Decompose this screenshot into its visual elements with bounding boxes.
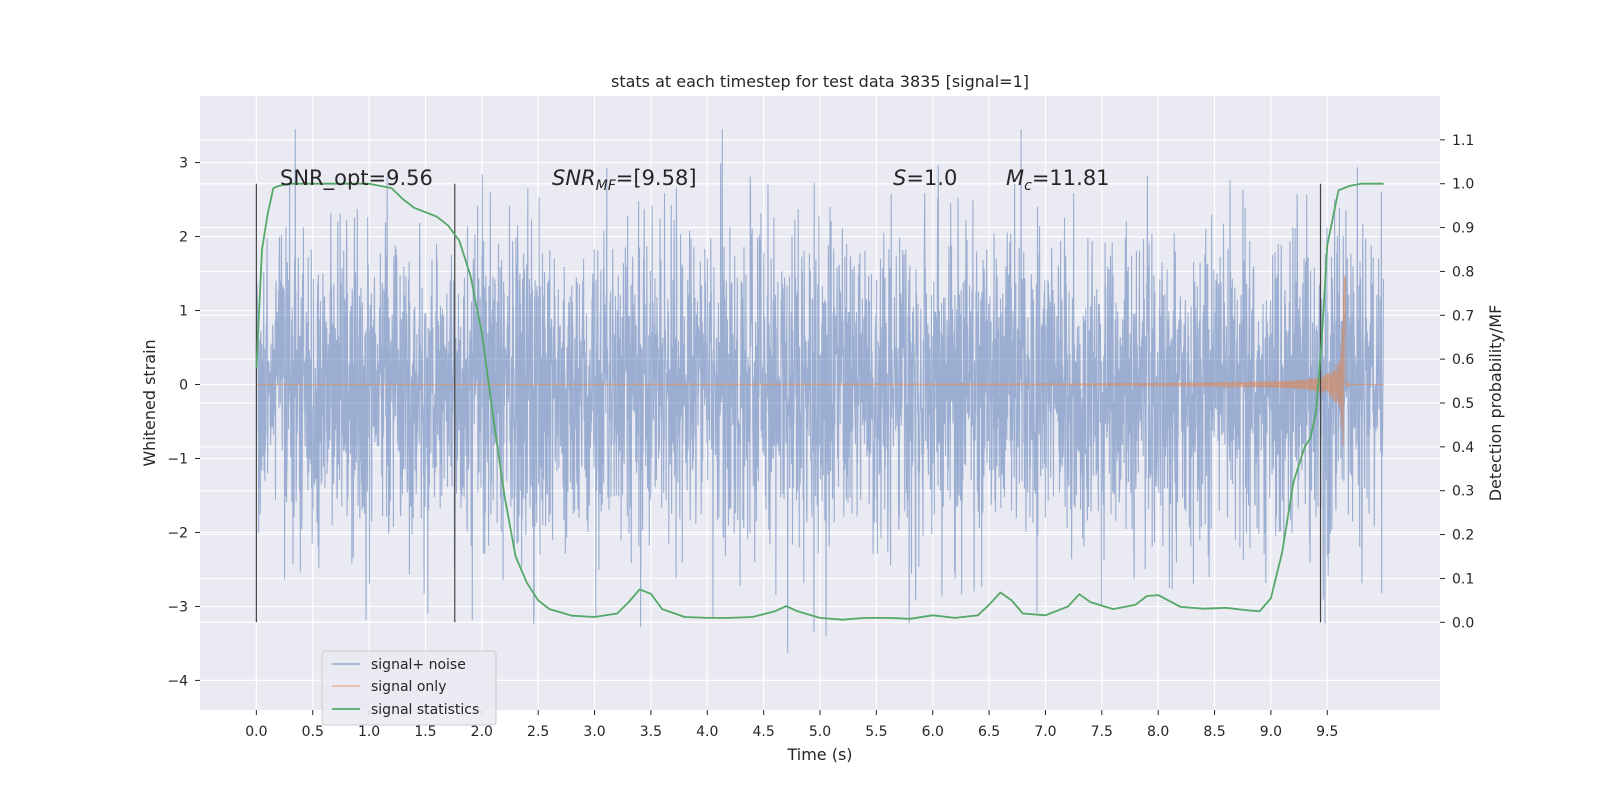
x-tick-label: 8.5 — [1203, 724, 1225, 740]
annotation-mc-sub: c — [1024, 178, 1032, 194]
annotation-s-value: =1.0 — [906, 166, 957, 190]
y-tick-label: −4 — [167, 673, 188, 689]
x-tick-label: 7.0 — [1034, 724, 1056, 740]
x-tick-label: 6.5 — [978, 724, 1000, 740]
legend-label-signal-noise: signal+ noise — [371, 657, 466, 673]
x-axis: 0.0 0.5 1.0 1.5 2.0 2.5 3.0 3.5 4.0 4.5 5.0 5.5 6.0 6… — [245, 710, 1338, 740]
x-tick-label: 6.0 — [922, 724, 944, 740]
legend-label-signal-statistics: signal statistics — [371, 702, 479, 718]
x-tick-label: 9.5 — [1316, 724, 1338, 740]
annotation-s-symbol: S — [893, 166, 906, 190]
x-tick-label: 3.5 — [640, 724, 662, 740]
y2-tick-label: 0.8 — [1452, 264, 1474, 280]
signal-noise-line — [255, 129, 1385, 653]
series-signal-only — [256, 276, 1384, 447]
y-tick-label: −1 — [167, 451, 188, 467]
y-tick-label: −3 — [167, 599, 188, 615]
x-tick-label: 4.0 — [696, 724, 718, 740]
x-tick-label: 4.5 — [753, 724, 775, 740]
y2-tick-label: 0.7 — [1452, 308, 1474, 324]
y2-tick-label: 0.1 — [1452, 571, 1474, 587]
annotation-mc-symbol: M — [1006, 166, 1024, 190]
y2-tick-label: 0.9 — [1452, 221, 1474, 237]
vertical-markers — [255, 183, 1322, 623]
x-tick-label: 8.0 — [1147, 724, 1169, 740]
x-axis-label: Time (s) — [786, 745, 852, 764]
annotation-snr-mf-value: =[9.58] — [616, 166, 697, 190]
y2-tick-label: 0.4 — [1452, 440, 1474, 456]
x-tick-label: 7.5 — [1091, 724, 1113, 740]
annotation-snr-mf-sub: MF — [596, 178, 617, 194]
x-tick-label: 2.0 — [471, 724, 493, 740]
chart-title: stats at each timestep for test data 383… — [611, 72, 1029, 91]
signal-only-line — [256, 276, 1384, 447]
x-tick-label: 5.5 — [865, 724, 887, 740]
x-tick-label: 9.0 — [1260, 724, 1282, 740]
series-signal-noise — [255, 129, 1385, 653]
series-signal-statistics — [255, 182, 1384, 621]
x-tick-label: 2.5 — [527, 724, 549, 740]
y2-tick-label: 0.0 — [1452, 615, 1474, 631]
annotation-mc: Mc=11.81 — [1006, 166, 1110, 194]
x-tick-label: 3.0 — [583, 724, 605, 740]
plot-area — [255, 129, 1385, 653]
x-tick-label: 1.5 — [414, 724, 436, 740]
signal-statistics-line — [255, 182, 1384, 621]
legend: signal+ noise signal only signal statist… — [321, 650, 497, 726]
y2-tick-label: 0.2 — [1452, 528, 1474, 544]
y2-tick-label: 1.1 — [1452, 133, 1474, 149]
x-tick-label: 0.5 — [302, 724, 324, 740]
y2-tick-label: 0.5 — [1452, 396, 1474, 412]
y-tick-label: 0 — [179, 378, 188, 394]
legend-box — [321, 650, 497, 726]
annotation-snr-mf: SNRMF=[9.58] — [552, 166, 697, 194]
y-axis-label: Whitened strain — [140, 339, 159, 466]
y2-tick-label: 0.6 — [1452, 352, 1474, 368]
y2-tick-label: 1.0 — [1452, 177, 1474, 193]
x-tick-label: 0.0 — [245, 724, 267, 740]
right-axis: 0.0 0.1 0.2 0.3 0.4 0.5 0.6 0.7 0.8 0.9 1.0 1.1 — [1440, 133, 1474, 631]
y-tick-label: 3 — [179, 156, 188, 172]
annotation-mc-value: =11.81 — [1032, 166, 1110, 190]
annotation-snr-mf-base: SNR — [552, 166, 596, 190]
x-tick-label: 1.0 — [358, 724, 380, 740]
y-tick-label: −2 — [167, 525, 188, 541]
left-axis: −4 −3 −2 −1 0 1 2 3 — [167, 156, 200, 689]
annotation-snr-opt: SNR_opt=9.56 — [280, 166, 433, 191]
legend-label-signal-only: signal only — [371, 679, 446, 695]
y2-axis-label: Detection probability/MF — [1486, 305, 1505, 502]
y-tick-label: 1 — [179, 304, 188, 320]
y2-tick-label: 0.3 — [1452, 484, 1474, 500]
annotation-s: S=1.0 — [893, 166, 957, 190]
y-tick-label: 2 — [179, 230, 188, 246]
x-tick-label: 5.0 — [809, 724, 831, 740]
